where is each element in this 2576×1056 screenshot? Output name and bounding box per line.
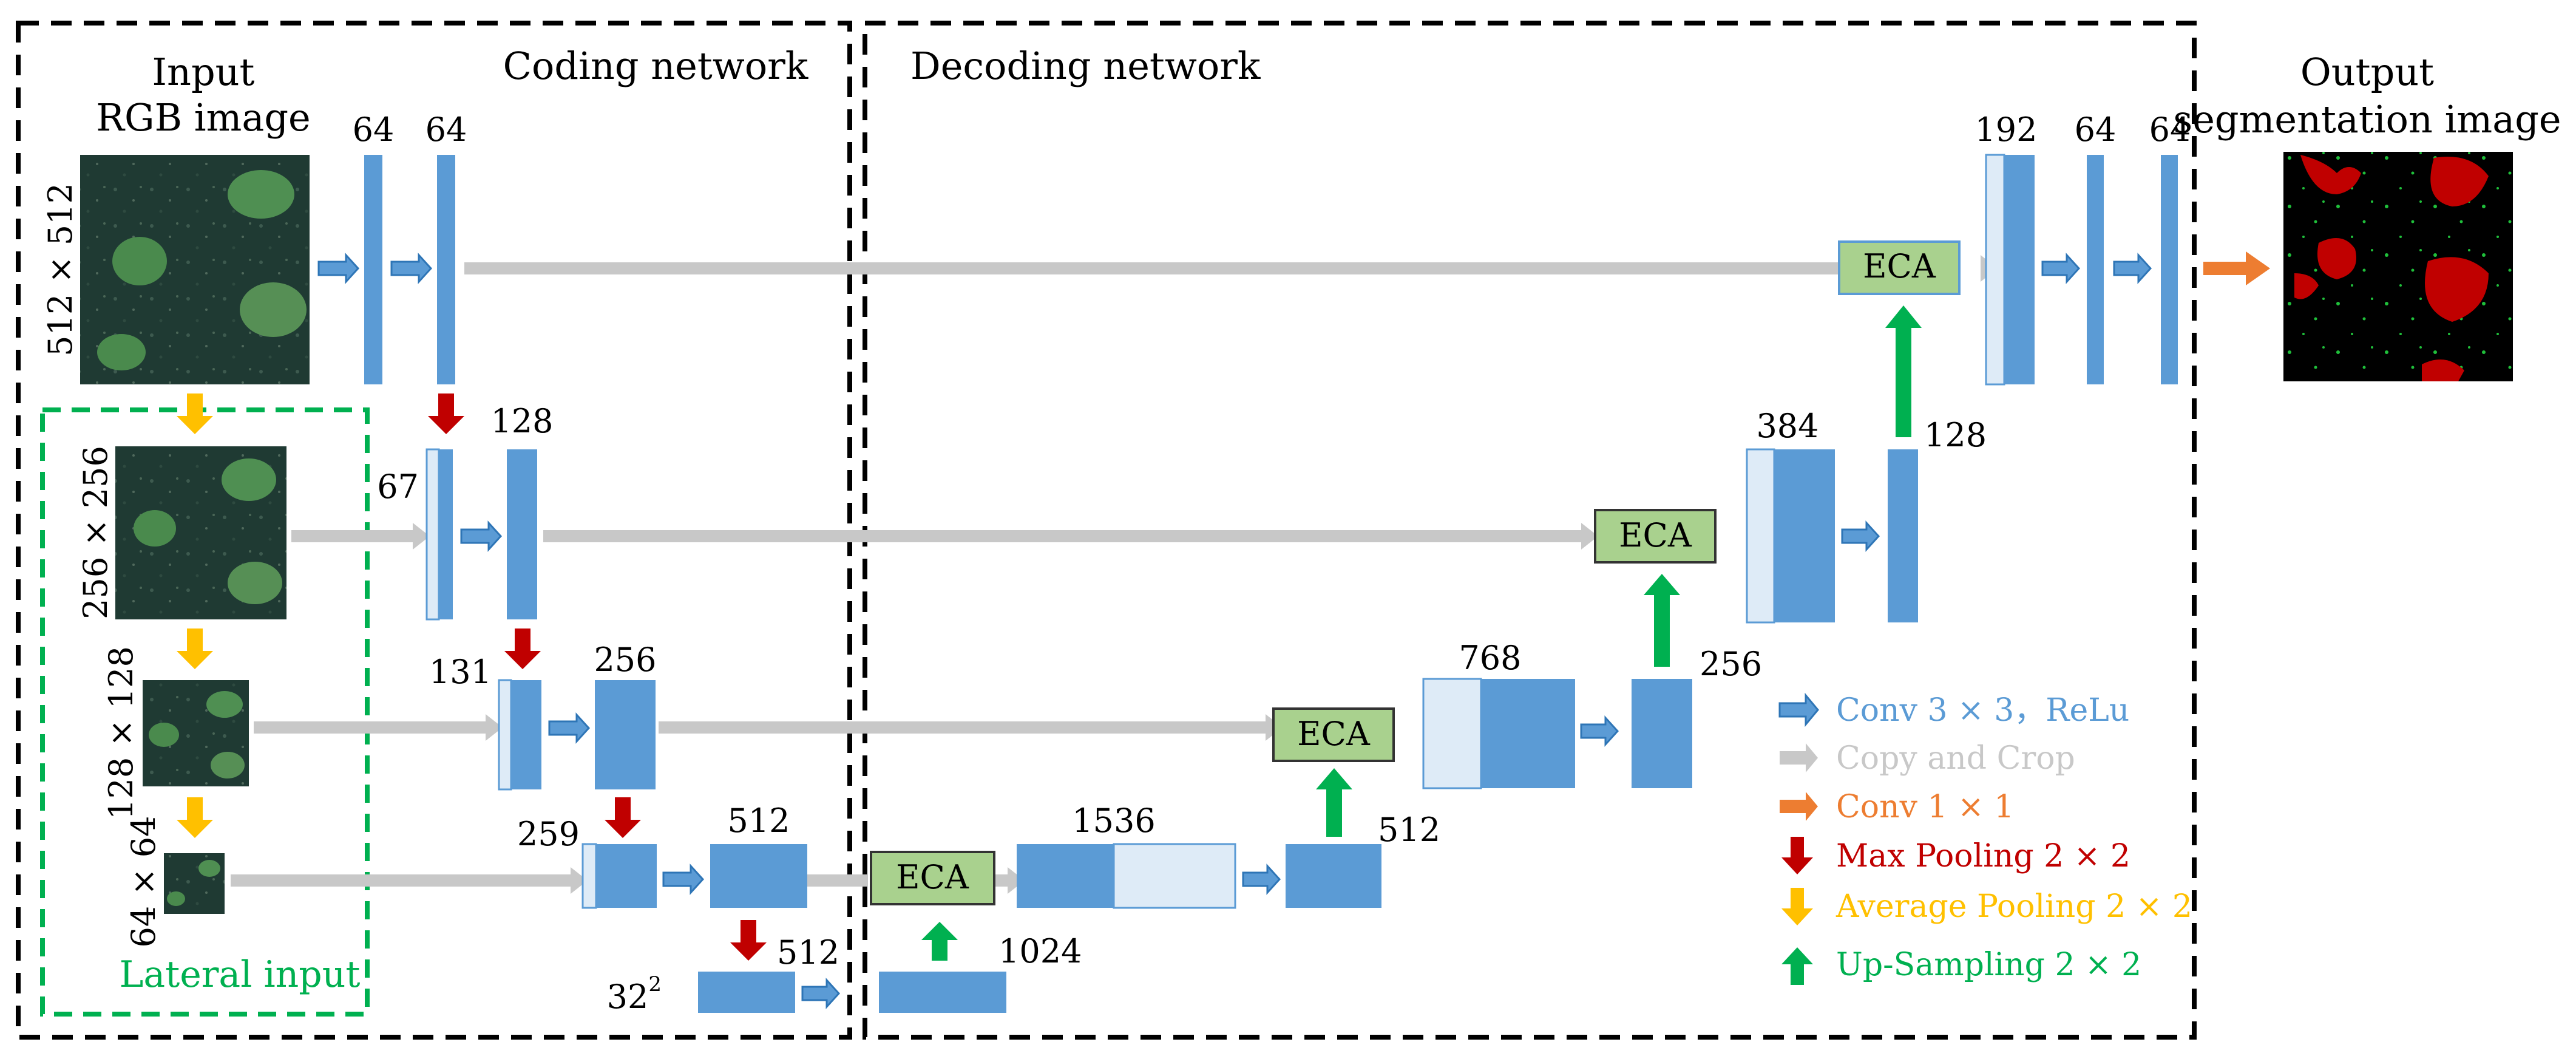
block-259 (596, 844, 657, 908)
block-1536-light (1113, 843, 1236, 909)
lateral-input-title: Lateral input (120, 953, 361, 996)
coding-network-title: Coding network (503, 44, 808, 88)
block-128-dec (1888, 449, 1918, 622)
decoding-network-title: Decoding network (910, 44, 1261, 88)
label-c64d: 64 (2149, 111, 2191, 149)
svg-text:ECA: ECA (896, 858, 969, 896)
label-c256b: 256 (1700, 645, 1762, 683)
label-c256: 256 (594, 641, 656, 679)
legend: Conv 3 × 3，ReLu Copy and Crop Conv 1 × 1… (1778, 692, 2192, 985)
upsample-arrows (921, 305, 1922, 961)
svg-text:Average Pooling 2 × 2: Average Pooling 2 × 2 (1835, 888, 2192, 925)
legend-conv1x1: Conv 1 × 1 (1780, 789, 2014, 825)
coding-network-box (16, 21, 852, 1040)
eca-box-2: ECA (1594, 509, 1717, 564)
conv1x1-arrow (2203, 251, 2270, 285)
eca-box-4: ECA (870, 851, 995, 905)
block-64a (364, 155, 382, 384)
svg-text:ECA: ECA (1619, 516, 1692, 554)
conv-arrows (317, 253, 2152, 1009)
label-c512c: 512 (1378, 811, 1440, 849)
label-c67: 67 (377, 468, 419, 506)
size-label-512: 512 × 512 (41, 183, 80, 356)
avgpool-arrows (177, 393, 213, 838)
label-c192: 192 (1974, 111, 2037, 149)
block-384 (1774, 449, 1835, 622)
svg-text:ECA: ECA (1297, 715, 1371, 753)
block-67-light (425, 448, 440, 621)
label-c128b: 128 (1924, 416, 1987, 454)
block-512 (710, 844, 807, 908)
input-image-64 (164, 853, 225, 914)
block-128 (507, 449, 537, 619)
block-256 (595, 680, 656, 789)
label-c64a: 64 (353, 111, 395, 149)
size-label-128: 128 × 128 (102, 646, 140, 820)
label-c64b: 64 (425, 111, 467, 149)
block-64b (437, 155, 455, 384)
input-image-512 (80, 155, 310, 384)
eca-box-1: ECA (1838, 240, 1961, 295)
eca-box-3: ECA (1272, 707, 1395, 762)
output-segmentation-image (2283, 152, 2513, 381)
block-256-dec (1632, 679, 1692, 788)
legend-conv3x3: Conv 3 × 3，ReLu (1778, 692, 2129, 729)
decoder-blocks (879, 154, 2178, 1013)
block-768-light (1422, 678, 1482, 789)
svg-text:ECA: ECA (1863, 247, 1936, 285)
label-c1536: 1536 (1072, 802, 1155, 840)
block-1536 (1017, 844, 1114, 908)
input-image-128 (143, 680, 249, 786)
legend-upsample: Up-Sampling 2 × 2 (1781, 947, 2141, 985)
size-label-64: 64 × 64 (124, 816, 163, 947)
label-c131: 131 (429, 653, 492, 691)
label-c64c: 64 (2075, 111, 2117, 149)
block-512-dec (1286, 844, 1381, 908)
block-131 (511, 680, 541, 789)
output-title-line2: segmentation image (2173, 97, 2561, 141)
encoder-blocks (364, 155, 807, 1013)
legend-copy-crop: Copy and Crop (1780, 740, 2075, 777)
block-67 (439, 449, 453, 619)
maxpool-arrows (428, 393, 767, 961)
svg-text:Conv 1 × 1: Conv 1 × 1 (1836, 789, 2014, 825)
label-c1024: 1024 (998, 932, 1082, 970)
block-768 (1481, 679, 1575, 788)
block-259-light (581, 843, 597, 909)
input-image-256 (115, 446, 286, 619)
svg-text:Up-Sampling 2 × 2: Up-Sampling 2 × 2 (1836, 947, 2141, 983)
block-192 (2004, 155, 2035, 384)
label-c768: 768 (1459, 639, 1521, 677)
legend-maxpool: Max Pooling 2 × 2 (1781, 837, 2130, 874)
label-c512b: 512 (777, 933, 839, 972)
svg-text:Max Pooling 2 × 2: Max Pooling 2 × 2 (1836, 838, 2130, 874)
copy-crop-arrows (231, 255, 1998, 894)
label-c512: 512 (727, 802, 790, 840)
label-c259: 259 (517, 815, 580, 853)
legend-avgpool: Average Pooling 2 × 2 (1781, 888, 2192, 925)
size-label-32: 322 (607, 972, 662, 1016)
block-384-light (1746, 448, 1775, 624)
label-c384: 384 (1756, 407, 1818, 445)
label-c128: 128 (490, 402, 553, 440)
lateral-input-box (40, 407, 370, 1017)
block-192-light (1985, 154, 2005, 386)
block-64c (2087, 155, 2104, 384)
block-131-light (498, 679, 512, 791)
block-1024 (879, 972, 1006, 1013)
block-64d (2161, 155, 2178, 384)
input-title-line2: RGB image (96, 95, 310, 140)
input-title-line1: Input (152, 50, 255, 94)
output-title-line1: Output (2300, 50, 2434, 94)
block-512-bottom (698, 972, 795, 1013)
svg-text:Copy and Crop: Copy and Crop (1836, 740, 2075, 777)
size-label-256: 256 × 256 (76, 446, 115, 619)
svg-text:Conv 3 × 3，ReLu: Conv 3 × 3，ReLu (1836, 692, 2129, 729)
